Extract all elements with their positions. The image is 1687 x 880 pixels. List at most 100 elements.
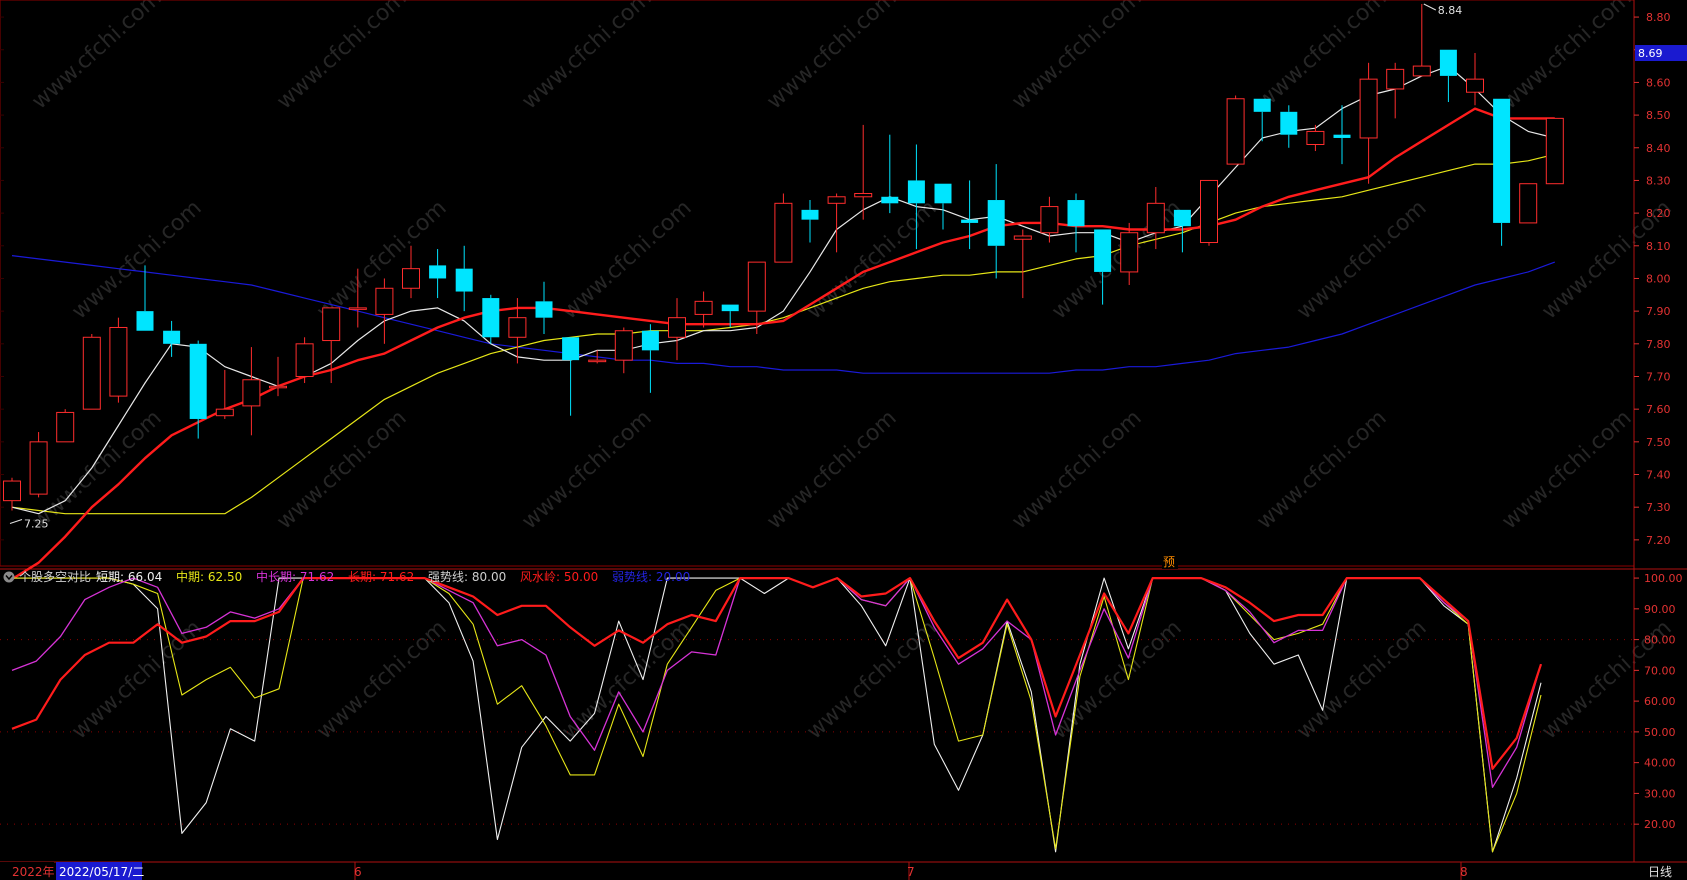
candle[interactable]: [1359, 62, 1378, 184]
candle[interactable]: [109, 317, 128, 403]
candle[interactable]: [1439, 49, 1457, 103]
candle-body: [588, 359, 607, 363]
candle[interactable]: [1306, 124, 1325, 152]
candle[interactable]: [136, 265, 154, 331]
candle-body: [774, 202, 793, 263]
candle[interactable]: [56, 409, 75, 443]
price-tick-label: 7.80: [1646, 338, 1671, 351]
candle[interactable]: [961, 180, 979, 250]
candle[interactable]: [854, 124, 873, 220]
candle[interactable]: [827, 193, 846, 253]
candle-body: [163, 330, 181, 344]
candle[interactable]: [934, 183, 952, 230]
candle[interactable]: [482, 294, 500, 344]
candle[interactable]: [295, 337, 314, 384]
candle-body: [721, 304, 739, 312]
candle[interactable]: [1146, 186, 1165, 250]
candle[interactable]: [907, 144, 925, 250]
month-label-7: 7: [907, 865, 915, 879]
price-tick-label: 7.20: [1646, 534, 1671, 547]
candle[interactable]: [668, 298, 686, 361]
candle-body: [668, 317, 686, 338]
forecast-marker-text: 预: [1163, 555, 1175, 569]
candle[interactable]: [508, 298, 527, 364]
month-label-8: 8: [1460, 865, 1468, 879]
candle-body: [881, 196, 899, 204]
candle[interactable]: [1493, 98, 1511, 246]
candle[interactable]: [1173, 209, 1191, 253]
candle[interactable]: [1333, 105, 1351, 165]
candle[interactable]: [1040, 196, 1059, 243]
ma60-line: [11, 255, 1556, 374]
candle-body: [1359, 78, 1378, 139]
ma20-line: [11, 153, 1555, 515]
candle[interactable]: [402, 245, 420, 299]
candle-body: [215, 408, 234, 417]
candle[interactable]: [1545, 117, 1564, 185]
candle[interactable]: [801, 200, 819, 243]
candle[interactable]: [774, 193, 793, 263]
indicator-menu-icon[interactable]: [3, 571, 15, 583]
candle[interactable]: [1412, 4, 1431, 77]
price-grid: [0, 16, 4, 541]
candle[interactable]: [163, 320, 181, 357]
candle-body: [907, 180, 925, 204]
candle[interactable]: [348, 268, 367, 328]
candle[interactable]: [881, 134, 899, 214]
candle-body: [375, 287, 394, 315]
candle[interactable]: [1226, 95, 1245, 165]
candle[interactable]: [1094, 229, 1112, 305]
indicator-axis: 100.00 90.00 80.00 70.00 60.00 50.00 40.00 30.0…: [1634, 572, 1683, 831]
candle[interactable]: [562, 337, 580, 416]
candle[interactable]: [269, 356, 287, 397]
candle-body: [614, 330, 633, 361]
chevron-down-icon: [5, 575, 13, 581]
period-button[interactable]: 日线: [1648, 865, 1672, 879]
candle[interactable]: [1280, 105, 1298, 148]
legend-item: 中长期: 71.62: [256, 569, 334, 584]
candle[interactable]: [694, 291, 713, 328]
candle[interactable]: [455, 245, 473, 312]
candle[interactable]: [1067, 193, 1085, 253]
time-axis-bar: 2022年 2022/05/17/二 6 7 8 日线: [0, 862, 1672, 880]
indicator-tick-label: 100.00: [1644, 572, 1683, 585]
candle[interactable]: [535, 281, 553, 335]
price-tick-label: 7.40: [1646, 469, 1671, 482]
candle[interactable]: [588, 350, 607, 364]
watermark-text: www.cfchi.com: [802, 616, 941, 745]
candle[interactable]: [747, 261, 766, 335]
candle[interactable]: [29, 432, 48, 498]
candle[interactable]: [987, 164, 1005, 279]
indicator-legend: 个股多空对比 短期: 66.04 中期: 62.50 中长期: 71.62 长期: 7…: [3, 569, 690, 584]
candle-body: [562, 337, 580, 361]
candle[interactable]: [375, 278, 394, 344]
candle[interactable]: [1466, 53, 1484, 106]
candle[interactable]: [1386, 62, 1405, 119]
candle[interactable]: [641, 324, 659, 393]
candle[interactable]: [82, 334, 101, 410]
watermark-text: www.cfchi.com: [557, 196, 696, 325]
legend-item: 强势线: 80.00: [428, 570, 506, 584]
candle[interactable]: [3, 477, 21, 511]
candle-body: [1120, 232, 1139, 273]
candle-body: [641, 330, 659, 351]
candle-body: [1519, 183, 1538, 224]
candle[interactable]: [1519, 183, 1538, 224]
candlesticks[interactable]: [3, 4, 1564, 511]
candle[interactable]: [429, 249, 447, 299]
candle[interactable]: [322, 307, 341, 384]
watermark-text: www.cfchi.com: [27, 406, 166, 535]
candle[interactable]: [1253, 98, 1271, 142]
candle[interactable]: [242, 347, 261, 436]
candle[interactable]: [1120, 222, 1139, 285]
candle[interactable]: [1200, 179, 1218, 246]
candle[interactable]: [1013, 229, 1032, 299]
candle-body: [1280, 111, 1298, 135]
candle[interactable]: [215, 369, 234, 419]
candle[interactable]: [614, 327, 633, 374]
candle[interactable]: [721, 304, 739, 328]
ma5-line: [11, 65, 1555, 515]
moving-average-lines: [11, 65, 1556, 581]
candle[interactable]: [189, 340, 207, 439]
date-label-bg: [56, 862, 142, 880]
